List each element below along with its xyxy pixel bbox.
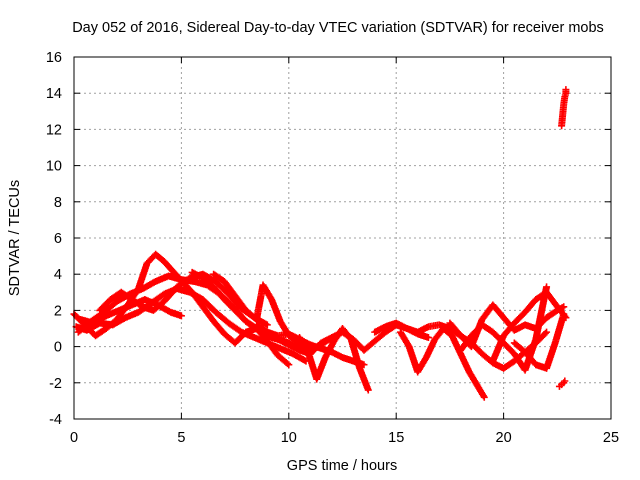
y-tick-label: 8 — [54, 195, 62, 211]
y-tick-label: 2 — [54, 303, 62, 319]
y-tick-label: 6 — [54, 231, 62, 247]
x-tick-labels: 0 5 10 15 20 25 — [70, 430, 619, 446]
chart-title: Day 052 of 2016, Sidereal Day-to-day VTE… — [72, 20, 604, 36]
x-tick-label: 0 — [70, 430, 78, 446]
x-axis-label: GPS time / hours — [287, 458, 397, 474]
series-arc-11 — [396, 325, 488, 401]
y-tick-label: 0 — [54, 340, 62, 356]
y-tick-label: -2 — [49, 376, 62, 392]
data-point-markers — [489, 288, 570, 365]
series-arc-15 — [510, 310, 568, 372]
data-point-markers — [510, 310, 568, 372]
axis-ticks — [73, 56, 612, 420]
series-arc-14 — [489, 288, 570, 365]
y-tick-label: 12 — [46, 122, 62, 138]
x-tick-label: 15 — [388, 430, 404, 446]
series-arc-9 — [296, 325, 372, 394]
x-tick-label: 25 — [603, 430, 619, 446]
x-tick-label: 5 — [177, 430, 185, 446]
data-point-markers — [396, 325, 488, 401]
series-arc-16 — [555, 377, 569, 390]
data-point-markers — [558, 86, 570, 130]
y-tick-label: 14 — [46, 86, 62, 102]
grid-lines — [74, 57, 611, 419]
data-point-markers — [555, 377, 569, 390]
data-points — [70, 86, 570, 401]
y-axis-label: SDTVAR / TECUs — [7, 180, 23, 296]
x-tick-label: 10 — [281, 430, 297, 446]
series-arc-4 — [72, 285, 310, 365]
series-arc-17 — [558, 86, 570, 130]
data-point-markers — [296, 325, 372, 394]
y-tick-label: 16 — [46, 50, 62, 66]
y-tick-label: -4 — [49, 412, 62, 428]
x-tick-label: 20 — [496, 430, 512, 446]
y-tick-labels: -4 -2 0 2 4 6 8 10 12 14 16 — [46, 50, 62, 428]
y-tick-label: 4 — [54, 267, 62, 283]
data-point-markers — [72, 285, 310, 365]
y-tick-label: 10 — [46, 159, 62, 175]
